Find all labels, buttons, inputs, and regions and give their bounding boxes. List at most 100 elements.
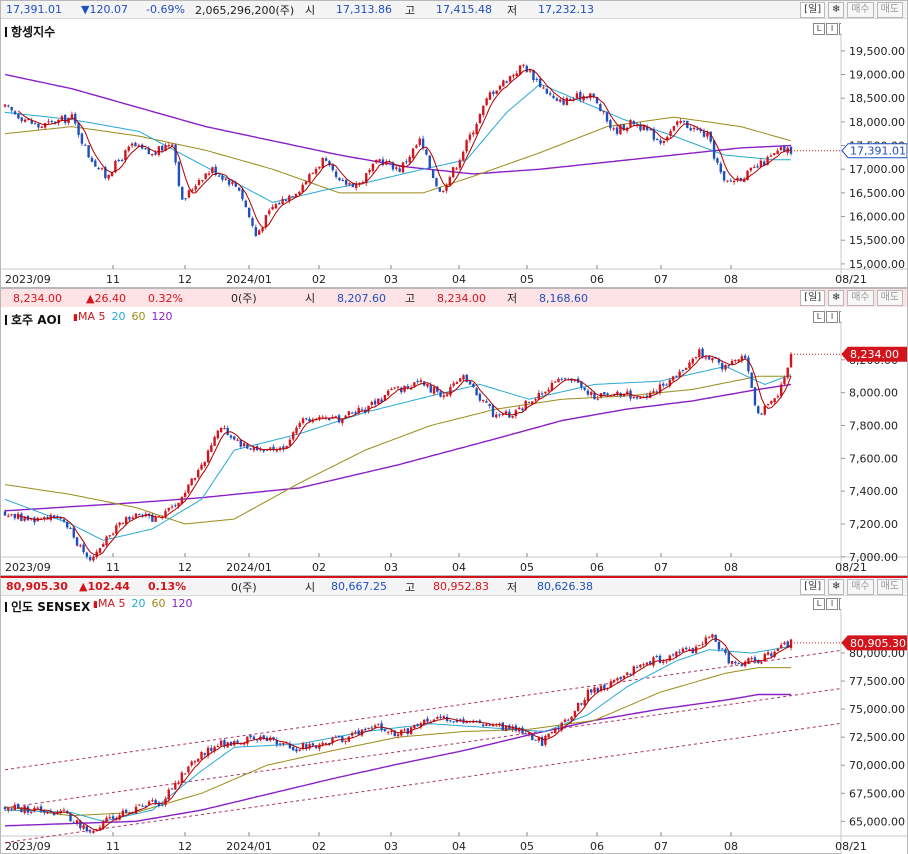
candle: [164, 796, 167, 807]
axis-inverse-icon: I: [826, 311, 838, 323]
candle: [629, 119, 632, 128]
candle-body: [183, 492, 187, 497]
candle-body: [692, 127, 696, 130]
candle: [350, 411, 354, 414]
candle: [254, 224, 258, 238]
candle-body: [151, 800, 154, 802]
candle: [669, 128, 672, 139]
candle-body: [128, 516, 131, 520]
candle-body: [753, 657, 757, 662]
candle-body: [36, 807, 39, 809]
candle-body: [138, 514, 141, 516]
candle-body: [449, 386, 452, 396]
hang-seng-panel: 17,391.01 ▼120.07 -0.69% 2,065,296,200(주…: [0, 0, 908, 288]
candle: [311, 172, 314, 175]
candle: [416, 378, 419, 384]
buy-button[interactable]: 매수: [847, 579, 874, 595]
candle-body: [373, 400, 377, 405]
buy-button[interactable]: 매수: [847, 2, 874, 18]
candle: [540, 391, 544, 396]
settings-button[interactable]: ❄: [828, 579, 845, 595]
candle: [295, 747, 298, 754]
candle-body: [207, 173, 211, 175]
candle: [272, 444, 275, 452]
sell-button[interactable]: 매도: [876, 579, 903, 595]
candle-body: [527, 733, 531, 735]
candle: [120, 158, 124, 162]
change-pct: 0.13%: [148, 580, 187, 593]
settings-button[interactable]: ❄: [828, 2, 845, 18]
candle: [301, 416, 305, 425]
candle-body: [436, 717, 439, 719]
candle-body: [147, 147, 151, 155]
candle-body: [203, 753, 206, 755]
candle-body: [685, 367, 688, 370]
candle-body: [197, 180, 201, 185]
last-price: 17,391.01: [6, 3, 62, 16]
candle: [485, 399, 488, 404]
candle-body: [13, 804, 17, 811]
candle: [573, 710, 577, 718]
candle: [334, 168, 338, 180]
period-day-button[interactable]: [일]: [800, 290, 826, 306]
candle: [247, 207, 251, 219]
candle-body: [20, 117, 23, 121]
candle: [331, 163, 334, 172]
candle-body: [508, 76, 512, 82]
candle-body: [759, 160, 763, 167]
candle: [40, 125, 43, 129]
hang-seng-quote-bar: 17,391.01 ▼120.07 -0.69% 2,065,296,200(주…: [1, 1, 907, 19]
period-day-button[interactable]: [일]: [800, 579, 826, 595]
candle: [763, 404, 766, 416]
x-tick-label: 04: [452, 840, 466, 853]
candle-body: [727, 365, 730, 367]
candle-body: [408, 156, 411, 163]
ma-legend-60: 60: [131, 310, 146, 323]
ma120-line: [4, 383, 792, 512]
candle: [662, 381, 665, 388]
candle: [756, 163, 759, 169]
buy-button[interactable]: 매수: [847, 290, 874, 306]
candle-body: [368, 169, 371, 173]
candle: [478, 392, 482, 403]
candle: [88, 554, 92, 562]
candle-body: [505, 81, 508, 83]
candle-body: [517, 407, 521, 409]
change: ▲26.40: [86, 291, 126, 305]
y-tick-label: 7,600.00: [849, 452, 898, 465]
candle: [579, 89, 582, 103]
candle-body: [502, 80, 505, 87]
candle-body: [108, 817, 111, 819]
candle-body: [271, 206, 274, 210]
candle-body: [233, 436, 236, 440]
settings-button[interactable]: ❄: [828, 290, 845, 306]
candle: [671, 375, 675, 382]
candle-body: [223, 427, 226, 429]
candle: [619, 123, 622, 135]
candle-body: [766, 652, 770, 655]
x-tick-label: 11: [106, 273, 120, 286]
ma5-line: [17, 638, 792, 831]
candle: [344, 414, 347, 418]
candle: [696, 126, 699, 131]
candle-body: [698, 645, 701, 647]
period-day-button[interactable]: [일]: [800, 2, 826, 18]
candle-body: [688, 362, 691, 368]
candle-body: [33, 807, 36, 811]
candle: [459, 718, 462, 723]
candle-body: [547, 389, 550, 392]
candle: [239, 438, 242, 449]
candle: [298, 749, 301, 752]
candle: [213, 745, 216, 754]
candle-body: [572, 98, 575, 100]
candle-body: [426, 383, 429, 387]
candle: [118, 521, 121, 528]
candle-body: [485, 98, 488, 105]
sell-button[interactable]: 매도: [876, 2, 903, 18]
candle: [452, 381, 455, 388]
candle: [441, 190, 445, 193]
candle-body: [79, 820, 82, 829]
sell-button[interactable]: 매도: [876, 290, 903, 306]
candle-body: [351, 183, 355, 188]
candle: [722, 171, 726, 183]
